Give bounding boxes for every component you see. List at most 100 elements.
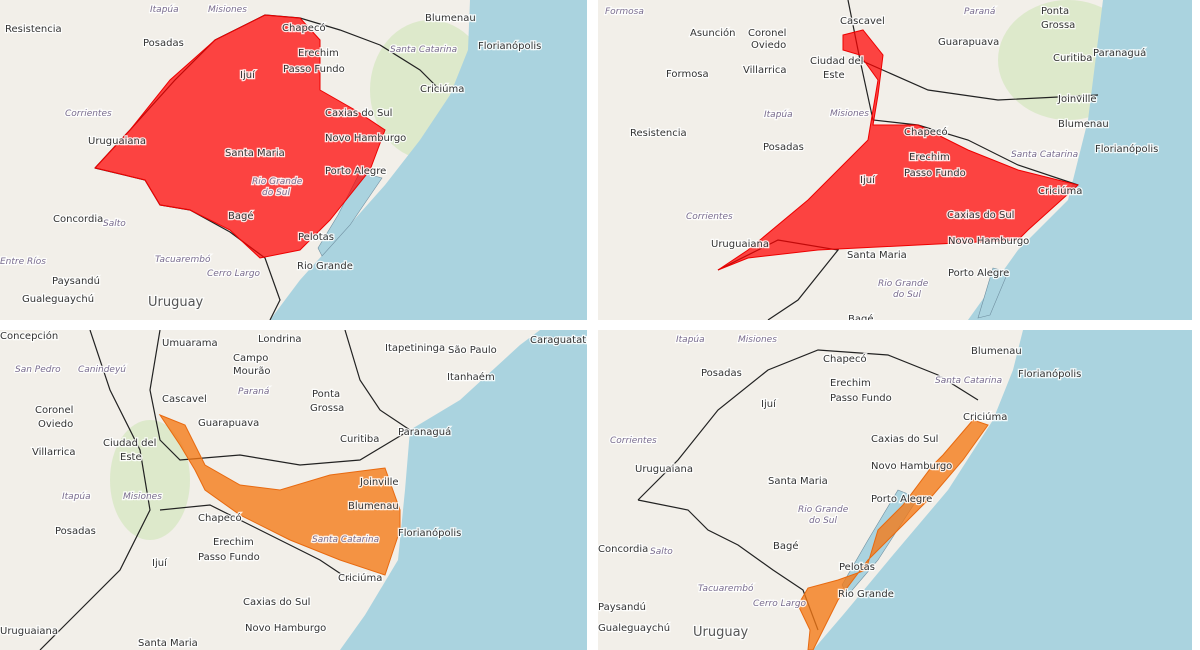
city-label: Uruguaiana xyxy=(635,464,693,475)
region-label: Paraná xyxy=(238,387,270,397)
city-label: Paranaguá xyxy=(1093,47,1146,59)
city-label: Blumenau xyxy=(425,13,476,24)
city-label: Este xyxy=(823,70,845,81)
region-label: Santa Catarina xyxy=(935,376,1002,386)
city-label: Caraguatatuba xyxy=(530,335,587,346)
city-label: Gualeguaychú xyxy=(598,622,670,634)
border xyxy=(159,504,351,581)
city-label: Erechim xyxy=(830,378,871,389)
alert-area-red xyxy=(717,29,1080,271)
city-label: Grossa xyxy=(310,403,344,414)
city-label: Cascavel xyxy=(840,16,885,27)
city-label: Gualeguaychú xyxy=(22,293,94,305)
city-label: Umuarama xyxy=(162,338,218,349)
city-label: Pelotas xyxy=(839,562,875,573)
city-label: Blumenau xyxy=(971,346,1022,357)
region-label: Santa Catarina xyxy=(390,45,457,55)
region-label: Corrientes xyxy=(65,109,112,119)
city-label: Chapecó xyxy=(282,22,326,34)
city-label: Florianópolis xyxy=(478,40,541,52)
city-label: Coronel xyxy=(748,28,786,39)
border xyxy=(637,349,979,501)
city-label: Rio Grande xyxy=(297,261,353,272)
region-label: Itapúa xyxy=(62,492,91,502)
lagoon xyxy=(317,171,383,257)
city-label: Resistencia xyxy=(5,24,62,35)
city-label: Caxias do Sul xyxy=(325,108,392,119)
region-label: Misiones xyxy=(208,5,247,15)
city-label: Santa Maria xyxy=(847,250,907,261)
city-label: Paysandú xyxy=(598,601,646,613)
region-label: Corrientes xyxy=(686,212,733,222)
alert-area-orange xyxy=(158,413,401,576)
city-label: Santa Maria xyxy=(225,148,285,159)
city-label: Florianópolis xyxy=(398,527,461,539)
city-label: Passo Fundo xyxy=(198,552,260,563)
city-label: Concordia xyxy=(598,544,648,555)
city-label: Criciúma xyxy=(963,411,1007,423)
city-label: Coronel xyxy=(35,405,73,416)
city-label: São Paulo xyxy=(448,345,497,356)
region-label: Tacuarembó xyxy=(155,254,211,265)
border xyxy=(344,330,411,431)
region-label: Misiones xyxy=(123,492,162,502)
map-panel: Concepción Umuarama Londrina Caraguatatuba S… xyxy=(0,330,587,650)
lagoon xyxy=(977,267,1009,319)
city-label: Bagé xyxy=(773,540,799,552)
city-label: Porto Alegre xyxy=(948,268,1009,279)
ocean xyxy=(270,0,587,320)
region-label: do Sul xyxy=(809,516,837,526)
country-label: Uruguay xyxy=(693,625,749,640)
city-label: Mourão xyxy=(233,366,270,377)
region-label: Canindeyú xyxy=(78,365,126,375)
country-label: Uruguay xyxy=(148,295,204,310)
city-label: Criciúma xyxy=(338,572,382,584)
region-label: San Pedro xyxy=(15,365,61,375)
city-label: Asunción xyxy=(690,27,735,39)
city-label: Chapecó xyxy=(904,126,948,138)
city-label: Concordia xyxy=(53,214,103,225)
border xyxy=(859,59,1099,101)
city-label: Curitiba xyxy=(1053,53,1092,64)
city-label: Guarapuava xyxy=(938,37,999,48)
region-label: do Sul xyxy=(262,188,290,198)
city-label: Joinville xyxy=(1057,94,1097,105)
city-label: Bagé xyxy=(848,313,874,320)
city-label: Santa Maria xyxy=(768,476,828,487)
city-label: Blumenau xyxy=(348,501,399,512)
region-label: Cerro Largo xyxy=(753,599,807,609)
city-label: Erechim xyxy=(909,152,950,163)
city-label: Villarrica xyxy=(32,447,76,458)
city-label: Passo Fundo xyxy=(830,393,892,404)
city-label: Ijuí xyxy=(240,69,256,81)
city-label: Erechim xyxy=(298,48,339,59)
city-label: Novo Hamburgo xyxy=(325,133,406,144)
region-label: Itapúa xyxy=(676,335,705,345)
city-label: Passo Fundo xyxy=(283,64,345,75)
city-label: Ijuí xyxy=(152,557,168,569)
city-label: Posadas xyxy=(701,368,742,379)
region-label: Formosa xyxy=(605,7,644,17)
city-label: Passo Fundo xyxy=(904,168,966,179)
city-label: Caxias do Sul xyxy=(871,434,938,445)
city-label: Ciudad del xyxy=(103,438,156,449)
city-label: Este xyxy=(120,452,142,463)
map-panel: Itapúa Misiones Posadas Blumenau Chapecó Flor… xyxy=(598,330,1192,650)
border xyxy=(149,330,411,466)
region-label: Santa Catarina xyxy=(312,535,379,545)
city-label: Florianópolis xyxy=(1095,143,1158,155)
city-label: Ijuí xyxy=(860,174,876,186)
city-label: Villarrica xyxy=(743,65,787,76)
city-label: Chapecó xyxy=(823,353,867,365)
city-label: Posadas xyxy=(55,526,96,537)
city-label: Campo xyxy=(233,353,268,364)
region-label: do Sul xyxy=(893,290,921,300)
region-label: Itapúa xyxy=(764,110,793,120)
ocean xyxy=(813,330,1192,650)
region-label: Misiones xyxy=(738,335,777,345)
region-label: Rio Grande xyxy=(878,279,929,289)
alert-area-orange xyxy=(797,419,989,650)
city-label: Uruguaiana xyxy=(711,239,769,250)
